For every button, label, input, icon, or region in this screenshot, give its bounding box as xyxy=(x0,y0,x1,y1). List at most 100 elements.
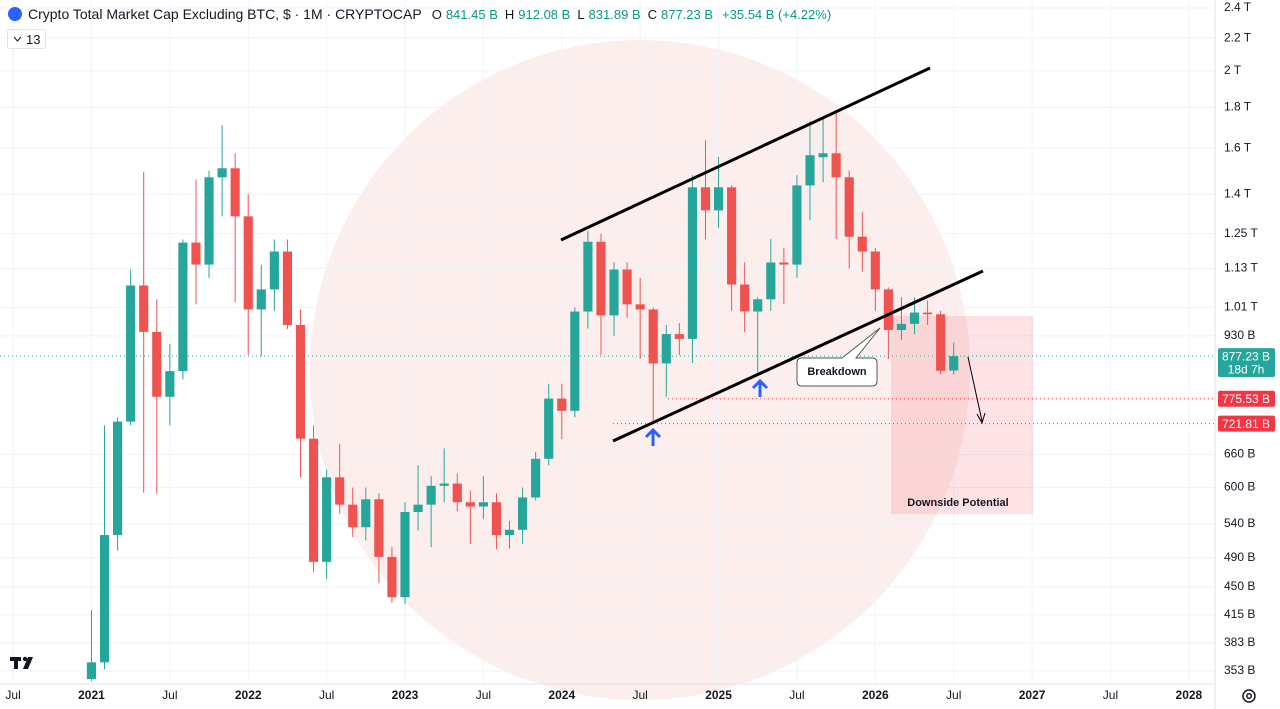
x-tick-label: Jul xyxy=(789,688,804,702)
candle-body xyxy=(909,312,920,324)
candle-body xyxy=(544,398,554,459)
candle-body xyxy=(896,323,907,331)
candle-body xyxy=(452,483,462,503)
candle-body xyxy=(883,289,893,331)
y-tick-label: 1.01 T xyxy=(1224,300,1258,314)
ohlc-key: L xyxy=(577,6,585,22)
candle-body xyxy=(348,504,358,528)
ohlc-value: 877.23 B xyxy=(660,6,714,22)
candle-body xyxy=(753,299,763,312)
y-tick-label: 1.13 T xyxy=(1224,261,1258,275)
candle-body xyxy=(295,324,306,439)
last-price-box xyxy=(1218,348,1275,378)
candle-body xyxy=(478,502,488,507)
x-tick-label: Jul xyxy=(476,688,491,702)
indicator-count: 13 xyxy=(26,31,41,47)
gear-ring[interactable] xyxy=(1242,689,1256,703)
gear-hub[interactable] xyxy=(1246,693,1252,699)
ohlc-value: 831.89 B xyxy=(588,6,641,22)
y-tick-label: 2.2 T xyxy=(1224,30,1252,44)
header: Crypto Total Market Cap Excluding BTC, $… xyxy=(8,6,831,22)
candle-body xyxy=(361,499,371,528)
candle-body xyxy=(831,153,841,178)
annotation: Downside Potential xyxy=(907,497,1008,509)
x-tick-label: Jul xyxy=(632,688,647,702)
indicators-toggle[interactable]: 13 xyxy=(7,29,47,49)
downside-zone xyxy=(891,316,1033,514)
x-tick-label: 2027 xyxy=(1019,688,1046,702)
ohlc-key: O xyxy=(431,6,442,22)
candle-body xyxy=(126,285,136,422)
candle-body xyxy=(518,497,528,530)
y-tick-label: 1.4 T xyxy=(1224,187,1252,201)
symbol-logo xyxy=(8,7,22,21)
logo-part xyxy=(23,657,33,669)
level-label-box xyxy=(1218,390,1275,407)
candle-body xyxy=(256,289,266,310)
candle-body xyxy=(465,502,475,507)
candle-body xyxy=(727,187,737,285)
candle-body xyxy=(204,177,214,265)
ohlc-values: O 841.45 B H 912.08 B L 831.89 B C 877.23 B xyxy=(432,7,716,22)
candle-body xyxy=(949,356,959,371)
y-tick-label: 2 T xyxy=(1224,63,1242,77)
candle-body xyxy=(99,535,110,663)
ohlc-key: H xyxy=(504,6,515,22)
annotation: Breakdown xyxy=(807,366,867,378)
x-tick-label: Jul xyxy=(1103,688,1118,702)
last-price-label: 877.23 B xyxy=(1222,349,1270,363)
y-tick-label: 2.4 T xyxy=(1224,0,1252,14)
candle-body xyxy=(504,529,515,536)
candle-body xyxy=(491,502,502,536)
x-tick-label: 2026 xyxy=(862,688,889,702)
candle-body xyxy=(583,241,593,312)
support-arrow xyxy=(751,378,769,397)
symbol-title[interactable]: Crypto Total Market Cap Excluding BTC, $… xyxy=(28,6,422,22)
candle-body xyxy=(557,398,567,411)
x-tick-label: 2021 xyxy=(78,688,105,702)
level-label: 721.81 B xyxy=(1222,417,1270,431)
logo-part xyxy=(14,657,18,669)
x-tick-label: Jul xyxy=(162,688,177,702)
y-tick-label: 540 B xyxy=(1224,516,1255,530)
channel-upper xyxy=(560,66,931,242)
logo-part xyxy=(22,656,28,662)
candle-body xyxy=(374,499,384,557)
candle-body xyxy=(426,485,436,505)
y-tick-label: 1.8 T xyxy=(1224,100,1252,114)
candle-body xyxy=(335,477,345,505)
x-tick-label: 2023 xyxy=(392,688,419,702)
candle-body xyxy=(923,312,933,315)
settings-icon[interactable] xyxy=(1242,689,1256,703)
x-tick-label: Jul xyxy=(319,688,334,702)
change: +35.54 B (+4.22%) xyxy=(722,6,832,22)
candle-body xyxy=(531,458,541,498)
candle-body xyxy=(139,285,149,332)
y-tick-label: 600 B xyxy=(1224,480,1255,494)
ohlc-value: 912.08 B xyxy=(518,6,571,22)
candle-body xyxy=(844,177,854,237)
candle-body xyxy=(230,168,240,217)
candle-body xyxy=(936,314,946,371)
candle-body xyxy=(635,304,645,310)
channel-lower xyxy=(612,269,984,443)
y-tick-label: 660 B xyxy=(1224,447,1255,461)
candle-body xyxy=(308,438,319,562)
candle-body xyxy=(570,311,580,411)
caret xyxy=(13,36,22,42)
candle-body xyxy=(818,153,828,158)
candle-body xyxy=(322,477,332,562)
candle-body xyxy=(622,269,632,305)
candle-body xyxy=(413,504,423,513)
level-label-box xyxy=(1218,415,1275,432)
candle-body xyxy=(400,512,410,598)
candle-body xyxy=(870,251,880,290)
candle-body xyxy=(596,241,606,316)
candle-body xyxy=(648,309,658,364)
candle-body xyxy=(661,334,671,364)
y-tick-label: 490 B xyxy=(1224,550,1255,564)
candle-body xyxy=(243,216,253,310)
candle-body xyxy=(779,262,789,265)
candle-body xyxy=(165,371,175,397)
candle-body xyxy=(674,334,684,339)
